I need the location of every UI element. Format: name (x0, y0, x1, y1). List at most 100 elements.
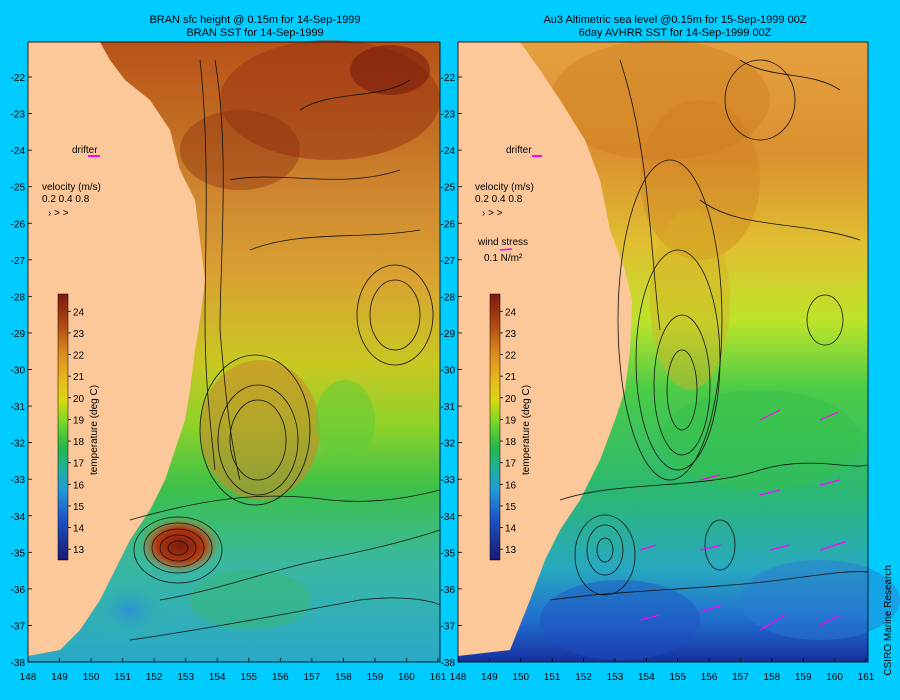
left-drifter-label: drifter (72, 145, 98, 156)
lat-tick-label: -22 (11, 73, 26, 84)
colorbar-tick-label: 20 (73, 394, 85, 405)
lat-tick-label: -38 (441, 658, 456, 669)
lon-tick-label: 156 (701, 672, 718, 683)
right-title-line1: Au3 Altimetric sea level @0.15m for 15-S… (543, 14, 807, 26)
lat-tick-label: -27 (11, 256, 26, 267)
right-wind-arrows (639, 409, 846, 631)
lat-tick-label: -38 (11, 658, 26, 669)
colorbar-tick-label: 15 (505, 502, 517, 513)
lon-tick-label: 159 (367, 672, 384, 683)
lon-tick-label: 158 (764, 672, 781, 683)
lat-tick-label: -28 (441, 292, 456, 303)
lat-tick-label: -24 (441, 146, 456, 157)
lon-tick-label: 156 (272, 672, 289, 683)
lon-tick-label: 152 (575, 672, 592, 683)
lon-tick-label: 161 (858, 672, 875, 683)
colorbar-tick-label: 14 (73, 524, 85, 535)
lon-tick-label: 150 (83, 672, 100, 683)
lon-tick-label: 151 (544, 672, 561, 683)
colorbar-tick-label: 13 (505, 545, 517, 556)
colorbar-tick-label: 18 (73, 437, 85, 448)
lat-tick-label: -37 (441, 621, 456, 632)
lat-tick-label: -34 (441, 512, 456, 523)
colorbar-tick-label: 14 (505, 524, 517, 535)
lon-tick-label: 159 (795, 672, 812, 683)
left-velocity-scale: 0.2 0.4 0.8 (42, 194, 90, 205)
right-windstress-label: wind stress (477, 237, 528, 248)
left-contours (129, 59, 441, 641)
lat-tick-label: -32 (11, 439, 26, 450)
lon-tick-label: 158 (335, 672, 352, 683)
left-land (28, 42, 205, 656)
colorbar-tick-label: 24 (505, 307, 517, 318)
left-colorbar-ticks: 24 23 22 21 20 19 18 17 16 15 14 13 (68, 307, 85, 556)
lon-tick-label: 160 (826, 672, 843, 683)
left-velocity-arrows: › > > (48, 208, 69, 219)
lon-tick-label: 149 (481, 672, 498, 683)
colorbar-tick-label: 23 (73, 329, 85, 340)
lat-tick-label: -23 (11, 110, 26, 121)
lon-tick-label: 153 (607, 672, 624, 683)
lon-tick-label: 161 (430, 672, 447, 683)
right-lat-ticks: -22 -23 -24 -25 -26 -27 -28 -29 -30 -31 -32 -33 -34 -… (441, 73, 462, 669)
lon-tick-label: 152 (146, 672, 163, 683)
colorbar-tick-label: 19 (73, 415, 85, 426)
lon-tick-label: 155 (240, 672, 257, 683)
colorbar-tick-label: 13 (73, 545, 85, 556)
colorbar-tick-label: 16 (505, 480, 517, 491)
lat-tick-label: -30 (441, 366, 456, 377)
lon-tick-label: 148 (20, 672, 37, 683)
colorbar-tick-label: 23 (505, 329, 517, 340)
colorbar-tick-label: 15 (73, 502, 85, 513)
right-drifter-label: drifter (506, 145, 532, 156)
right-velocity-label: velocity (m/s) (475, 182, 534, 193)
lat-tick-label: -25 (11, 183, 26, 194)
lat-tick-label: -35 (11, 548, 26, 559)
lat-tick-label: -36 (11, 585, 26, 596)
lon-tick-label: 160 (398, 672, 415, 683)
lat-tick-label: -32 (441, 439, 456, 450)
right-colorbar-ticks: 24 23 22 21 20 19 18 17 16 15 14 13 (500, 307, 517, 556)
colorbar-tick-label: 24 (73, 307, 85, 318)
left-velocity-label: velocity (m/s) (42, 182, 101, 193)
colorbar-tick-label: 16 (73, 480, 85, 491)
colorbar-tick-label: 17 (505, 459, 517, 470)
left-title-line2: BRAN SST for 14-Sep-1999 (186, 27, 324, 39)
lat-tick-label: -31 (441, 402, 456, 413)
right-colorbar (489, 293, 501, 561)
right-colorbar-title: temperature (deg C) (521, 385, 532, 475)
lon-tick-label: 157 (732, 672, 749, 683)
right-velocity-scale: 0.2 0.4 0.8 (475, 194, 523, 205)
left-lon-ticks: 148 149 150 151 152 153 154 155 156 157 158 159 160 1… (20, 658, 447, 683)
right-velocity-arrows: › > > (482, 208, 503, 219)
lon-tick-label: 155 (669, 672, 686, 683)
lat-tick-label: -27 (441, 256, 456, 267)
lat-tick-label: -29 (11, 329, 26, 340)
lon-tick-label: 148 (450, 672, 467, 683)
colorbar-tick-label: 17 (73, 459, 85, 470)
colorbar-tick-label: 22 (73, 351, 85, 362)
right-windstress-value: 0.1 N/m² (484, 253, 523, 264)
credit-text: CSIRO Marine Research (883, 565, 894, 676)
right-contours (549, 59, 869, 601)
lat-tick-label: -24 (11, 146, 26, 157)
lat-tick-label: -26 (11, 219, 26, 230)
lat-tick-label: -33 (441, 475, 456, 486)
lat-tick-label: -29 (441, 329, 456, 340)
right-lon-ticks: 148 149 150 151 152 153 154 155 156 157 158 159 160 1… (450, 658, 875, 683)
lon-tick-label: 151 (114, 672, 131, 683)
lat-tick-label: -23 (441, 110, 456, 121)
lat-tick-label: -22 (441, 73, 456, 84)
right-title-line2: 6day AVHRR SST for 14-Sep-1999 00Z (578, 27, 772, 39)
left-lat-ticks: -22 -23 -24 -25 -26 -27 -28 -29 -30 -31 -32 -33 -34 -… (11, 73, 32, 669)
lat-tick-label: -33 (11, 475, 26, 486)
lon-tick-label: 153 (177, 672, 194, 683)
lat-tick-label: -37 (11, 621, 26, 632)
lon-tick-label: 157 (304, 672, 321, 683)
right-windstress-arrow (499, 248, 513, 251)
lat-tick-label: -30 (11, 366, 26, 377)
right-title: Au3 Altimetric sea level @0.15m for 15-S… (470, 14, 880, 40)
left-title: BRAN sfc height @ 0.15m for 14-Sep-1999 … (60, 14, 450, 40)
lat-tick-label: -31 (11, 402, 26, 413)
